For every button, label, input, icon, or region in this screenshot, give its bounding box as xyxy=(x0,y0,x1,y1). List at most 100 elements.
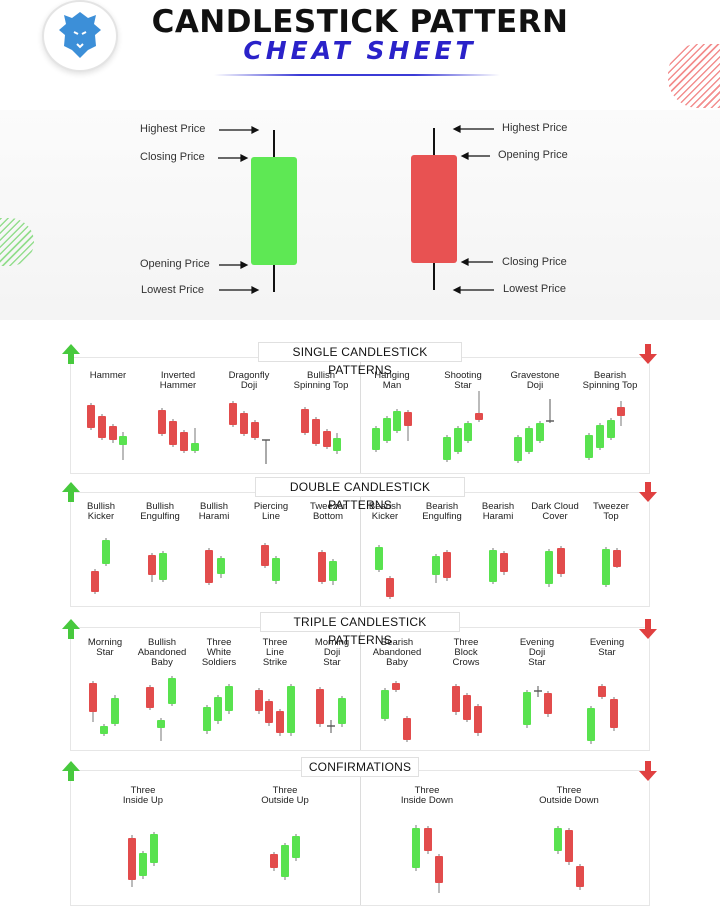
candle-glyph xyxy=(565,828,573,865)
candle-glyph xyxy=(276,709,284,736)
candle-glyph xyxy=(613,548,621,568)
pattern-name: Bullish Kicker xyxy=(87,501,115,522)
bull-opening-label: Opening Price xyxy=(140,258,210,270)
candle-glyph xyxy=(261,543,269,568)
candle-glyph xyxy=(338,696,346,727)
candle-glyph xyxy=(404,410,412,441)
candle-glyph xyxy=(514,435,522,463)
up-arrow-icon xyxy=(62,761,80,781)
candle-glyph xyxy=(392,681,400,692)
candle-glyph xyxy=(240,411,248,436)
bear-opening-label: Opening Price xyxy=(498,149,568,161)
candle-glyph xyxy=(281,843,289,880)
candle-glyph xyxy=(229,401,237,427)
candle-glyph xyxy=(119,432,127,460)
candle-glyph xyxy=(262,439,270,464)
candle-glyph xyxy=(523,690,531,728)
candle-glyph xyxy=(500,551,508,575)
double-patterns-panel xyxy=(70,492,650,607)
pattern-name: Bullish Engulfing xyxy=(140,501,180,522)
candle-glyph xyxy=(333,433,341,454)
candle-glyph xyxy=(383,416,391,443)
candle-glyph xyxy=(598,684,606,699)
pattern-name: Evening Star xyxy=(589,637,625,658)
candle-glyph xyxy=(111,695,119,726)
candle-glyph xyxy=(585,433,593,460)
candle-glyph xyxy=(323,429,331,449)
candle-glyph xyxy=(217,556,225,578)
pattern-name: Piercing Line xyxy=(253,501,289,522)
up-arrow-icon xyxy=(62,482,80,502)
pattern-name: Shooting Star xyxy=(444,370,482,391)
pattern-name: Three Outside Up xyxy=(261,785,309,806)
candle-glyph xyxy=(546,399,554,423)
panel-divider xyxy=(360,628,361,750)
candle-glyph xyxy=(102,538,110,566)
candle-glyph xyxy=(375,545,383,572)
candle-glyph xyxy=(327,720,335,733)
pattern-name: Tweezer Top xyxy=(593,501,629,522)
down-arrow-icon xyxy=(639,482,657,502)
pattern-name: Bearish Kicker xyxy=(368,501,402,522)
section-title-confirmations: CONFIRMATIONS xyxy=(301,757,419,777)
pattern-name: Three Outside Down xyxy=(539,785,599,806)
candle-glyph xyxy=(150,832,158,866)
candle-glyph xyxy=(443,435,451,462)
candle-glyph xyxy=(180,430,188,453)
pattern-name: Bearish Spinning Top xyxy=(582,370,638,391)
candle-glyph xyxy=(158,408,166,436)
candle-glyph xyxy=(544,691,552,717)
candle-glyph xyxy=(393,409,401,433)
candle-glyph xyxy=(301,407,309,435)
candle-glyph xyxy=(454,426,462,454)
candle-glyph xyxy=(139,851,147,879)
section-title-single: SINGLE CANDLESTICK PATTERNS xyxy=(258,342,462,377)
candle-glyph xyxy=(287,684,295,736)
anatomy-candles xyxy=(218,125,494,294)
page-title: CANDLESTICK PATTERN xyxy=(151,4,569,40)
candle-glyph xyxy=(587,706,595,744)
candle-glyph xyxy=(109,424,117,443)
pattern-name: Three White Soldiers xyxy=(201,637,237,668)
pattern-name: Morning Star xyxy=(87,637,123,658)
panel-divider xyxy=(360,358,361,473)
candle-glyph xyxy=(100,724,108,736)
up-arrow-icon xyxy=(62,344,80,364)
pattern-name: Gravestone Doji xyxy=(510,370,560,391)
bear-closing-label: Closing Price xyxy=(502,256,567,268)
bull-lowest-label: Lowest Price xyxy=(141,284,204,296)
candle-glyph xyxy=(607,418,615,440)
pattern-name: Hanging Man xyxy=(374,370,410,391)
candle-glyph xyxy=(225,684,233,714)
candle-glyph xyxy=(168,676,176,706)
candle-glyph xyxy=(610,697,618,731)
candle-glyph xyxy=(474,704,482,736)
candle-glyph xyxy=(435,854,443,893)
bear-highest-label: Highest Price xyxy=(502,122,568,134)
pattern-name: Morning Doji Star xyxy=(314,637,350,668)
candle-glyph xyxy=(464,421,472,443)
candle-glyph xyxy=(255,688,263,714)
candle-glyph xyxy=(602,547,610,587)
candle-glyph xyxy=(432,554,440,583)
candle-glyph xyxy=(98,414,106,440)
decorative-red-hatch xyxy=(668,44,720,108)
pattern-name: Three Block Crows xyxy=(452,637,480,668)
pattern-name: Hammer xyxy=(89,370,127,381)
candle-glyph xyxy=(386,576,394,599)
background-band xyxy=(0,110,720,320)
candle-glyph xyxy=(312,417,320,446)
candle-glyph xyxy=(489,548,497,584)
pattern-name: Evening Doji Star xyxy=(519,637,555,668)
candle-glyph xyxy=(157,718,165,741)
pattern-name: Bearish Engulfing xyxy=(422,501,462,522)
candle-glyph xyxy=(534,686,542,697)
candle-glyph xyxy=(372,426,380,452)
candle-glyph xyxy=(169,419,177,447)
candle-glyph xyxy=(452,684,460,715)
candle-glyph xyxy=(381,688,389,721)
candle-glyph xyxy=(316,687,324,727)
down-arrow-icon xyxy=(639,761,657,781)
pattern-name: Three Line Strike xyxy=(262,637,288,668)
